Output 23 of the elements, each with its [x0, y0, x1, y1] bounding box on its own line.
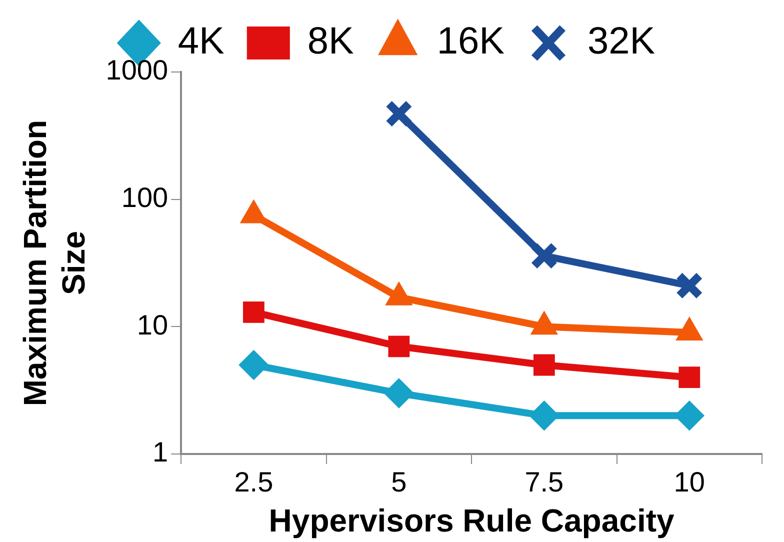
y-tick-label: 1	[152, 436, 168, 468]
point	[533, 354, 555, 376]
point	[384, 378, 414, 408]
point	[239, 350, 268, 380]
legend-label: 8K	[307, 20, 354, 62]
y-tick-label: 100	[121, 182, 168, 214]
legend-label: 32K	[587, 20, 656, 62]
point	[385, 100, 413, 128]
point	[678, 366, 700, 388]
point	[675, 272, 704, 300]
legend-label: 16K	[436, 20, 504, 62]
x-tick-label: 10	[674, 466, 705, 498]
y-tick-label: 1000	[106, 54, 168, 86]
point	[388, 336, 410, 358]
x-tick-label: 2.5	[234, 466, 274, 498]
y-tick-label: 10	[136, 309, 168, 340]
x-tick-label: 7.5	[524, 466, 564, 498]
x-tick-label: 5	[391, 466, 407, 498]
point	[530, 242, 558, 270]
point	[243, 301, 264, 323]
legend-label: 4K	[178, 20, 224, 62]
y-axis-title: Maximum Partition Size	[17, 120, 92, 406]
x-axis-title: Hypervisors Rule Capacity	[268, 502, 674, 539]
